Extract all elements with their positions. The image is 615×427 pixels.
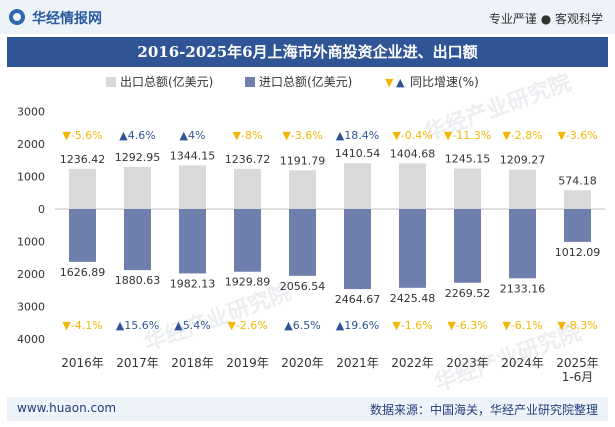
y-tick-label: 1000 [17, 236, 45, 249]
export-value-label: 1245.15 [445, 153, 491, 166]
export-bar [234, 168, 261, 209]
export-value-label: 1344.15 [170, 149, 216, 162]
import-value-label: 1012.09 [555, 246, 601, 259]
yoy-export-label: ▼-3.6% [557, 129, 597, 142]
yoy-export-label: ▼-2.8% [502, 129, 542, 142]
y-tick-label: 3000 [17, 301, 45, 314]
export-bar [179, 165, 206, 209]
yoy-import-label: ▲19.6% [336, 319, 379, 332]
export-value-label: 1191.79 [280, 154, 326, 167]
yoy-export-label: ▼-11.3% [444, 129, 491, 142]
chart-title: 2016-2025年6月上海市外商投资企业进、出口额 [137, 43, 478, 61]
export-bar [124, 166, 151, 209]
x-category-label: 2021年 [336, 356, 379, 370]
export-value-label: 574.18 [558, 174, 597, 187]
x-category-label: 1-6月 [562, 370, 594, 384]
footer-bar: www.huaon.com 数据来源：中国海关，华经产业研究院整理 [7, 397, 608, 421]
x-category-label: 2020年 [281, 356, 324, 370]
yoy-import-label: ▼-4.1% [62, 319, 102, 332]
chart-area: 出口总额(亿美元) 进口总额(亿美元) ▼ ▲ 同比增速(%) 3000 2000 1000 0… [17, 74, 605, 384]
import-value-label: 1626.89 [60, 266, 106, 279]
import-bar [234, 209, 261, 272]
yoy-export-label: ▲4.6% [119, 129, 155, 142]
legend-down-icon: ▼ [385, 76, 394, 89]
import-bar [69, 209, 96, 262]
export-bar [399, 163, 426, 209]
yoy-export-label: ▼-0.4% [392, 129, 432, 142]
export-value-label: 1404.68 [390, 147, 436, 160]
export-bar [564, 190, 591, 209]
export-value-label: 1236.72 [225, 153, 271, 166]
yoy-export-label: ▼-5.6% [62, 129, 102, 142]
yoy-import-label: ▲6.5% [284, 319, 320, 332]
yoy-export-label: ▼-8% [233, 129, 263, 142]
import-bar [509, 209, 536, 279]
data-source: 数据来源：中国海关，华经产业研究院整理 [369, 403, 598, 417]
legend-label-import: 进口总额(亿美元) [259, 74, 352, 89]
export-bar [344, 163, 371, 209]
x-category-label: 2018年 [171, 356, 214, 370]
import-value-label: 1929.89 [225, 276, 271, 289]
yoy-import-label: ▼-1.6% [392, 319, 432, 332]
yoy-import-label: ▲5.4% [174, 319, 210, 332]
export-value-label: 1292.95 [115, 151, 161, 164]
legend-up-icon: ▲ [396, 76, 405, 89]
import-bar [399, 209, 426, 288]
x-category-label: 2025年 [556, 356, 599, 370]
yoy-import-label: ▲15.6% [116, 319, 159, 332]
export-value-label: 1209.27 [500, 154, 546, 167]
import-bar [179, 209, 206, 274]
top-bar: 华经情报网 专业严谨 ● 客观科学 [0, 0, 615, 34]
brand-name: 华经情报网 [32, 11, 102, 27]
import-value-label: 2269.52 [445, 287, 491, 300]
y-tick-label: 3000 [17, 106, 45, 119]
import-bar [289, 209, 316, 276]
logo-icon [9, 9, 25, 25]
import-value-label: 2425.48 [390, 292, 436, 305]
legend-label-export: 出口总额(亿美元) [120, 74, 213, 89]
yoy-export-label: ▲18.4% [336, 129, 379, 142]
yoy-export-label: ▲4% [180, 129, 206, 142]
import-bar [124, 209, 151, 271]
import-bar [454, 209, 481, 283]
yoy-import-label: ▼-6.3% [447, 319, 487, 332]
import-bar [344, 209, 371, 290]
legend-swatch-import [245, 77, 255, 87]
legend-label-yoy: 同比增速(%) [410, 75, 479, 89]
x-category-label: 2019年 [226, 356, 269, 370]
export-value-label: 1236.42 [60, 153, 106, 166]
yoy-import-label: ▼-6.1% [502, 319, 542, 332]
y-tick-label: 4000 [17, 333, 45, 346]
x-category-label: 2023年 [446, 356, 489, 370]
export-bar [454, 168, 481, 209]
export-bar [509, 169, 536, 209]
import-value-label: 1880.63 [115, 274, 161, 287]
import-value-label: 2464.67 [335, 293, 381, 306]
y-tick-label: 2000 [17, 268, 45, 281]
yoy-import-label: ▼-2.6% [227, 319, 267, 332]
import-value-label: 2133.16 [500, 282, 546, 295]
legend-swatch-export [106, 77, 116, 87]
import-value-label: 1982.13 [170, 277, 216, 290]
x-category-label: 2024年 [501, 356, 544, 370]
y-tick-label: 2000 [17, 138, 45, 151]
yoy-export-label: ▼-3.6% [282, 129, 322, 142]
import-bar [564, 209, 591, 242]
yoy-import-label: ▼-8.3% [557, 319, 597, 332]
export-bar [289, 170, 316, 209]
x-category-label: 2016年 [61, 356, 104, 370]
site-url[interactable]: www.huaon.com [17, 401, 117, 415]
export-value-label: 1410.54 [335, 147, 381, 160]
y-tick-label: 1000 [17, 171, 45, 184]
x-category-label: 2017年 [116, 356, 159, 370]
import-value-label: 2056.54 [280, 280, 326, 293]
x-category-label: 2022年 [391, 356, 434, 370]
y-tick-label: 0 [38, 203, 45, 216]
export-bar [69, 168, 96, 209]
tagline: 专业严谨 ● 客观科学 [488, 12, 603, 26]
title-bar: 2016-2025年6月上海市外商投资企业进、出口额 [7, 37, 608, 67]
